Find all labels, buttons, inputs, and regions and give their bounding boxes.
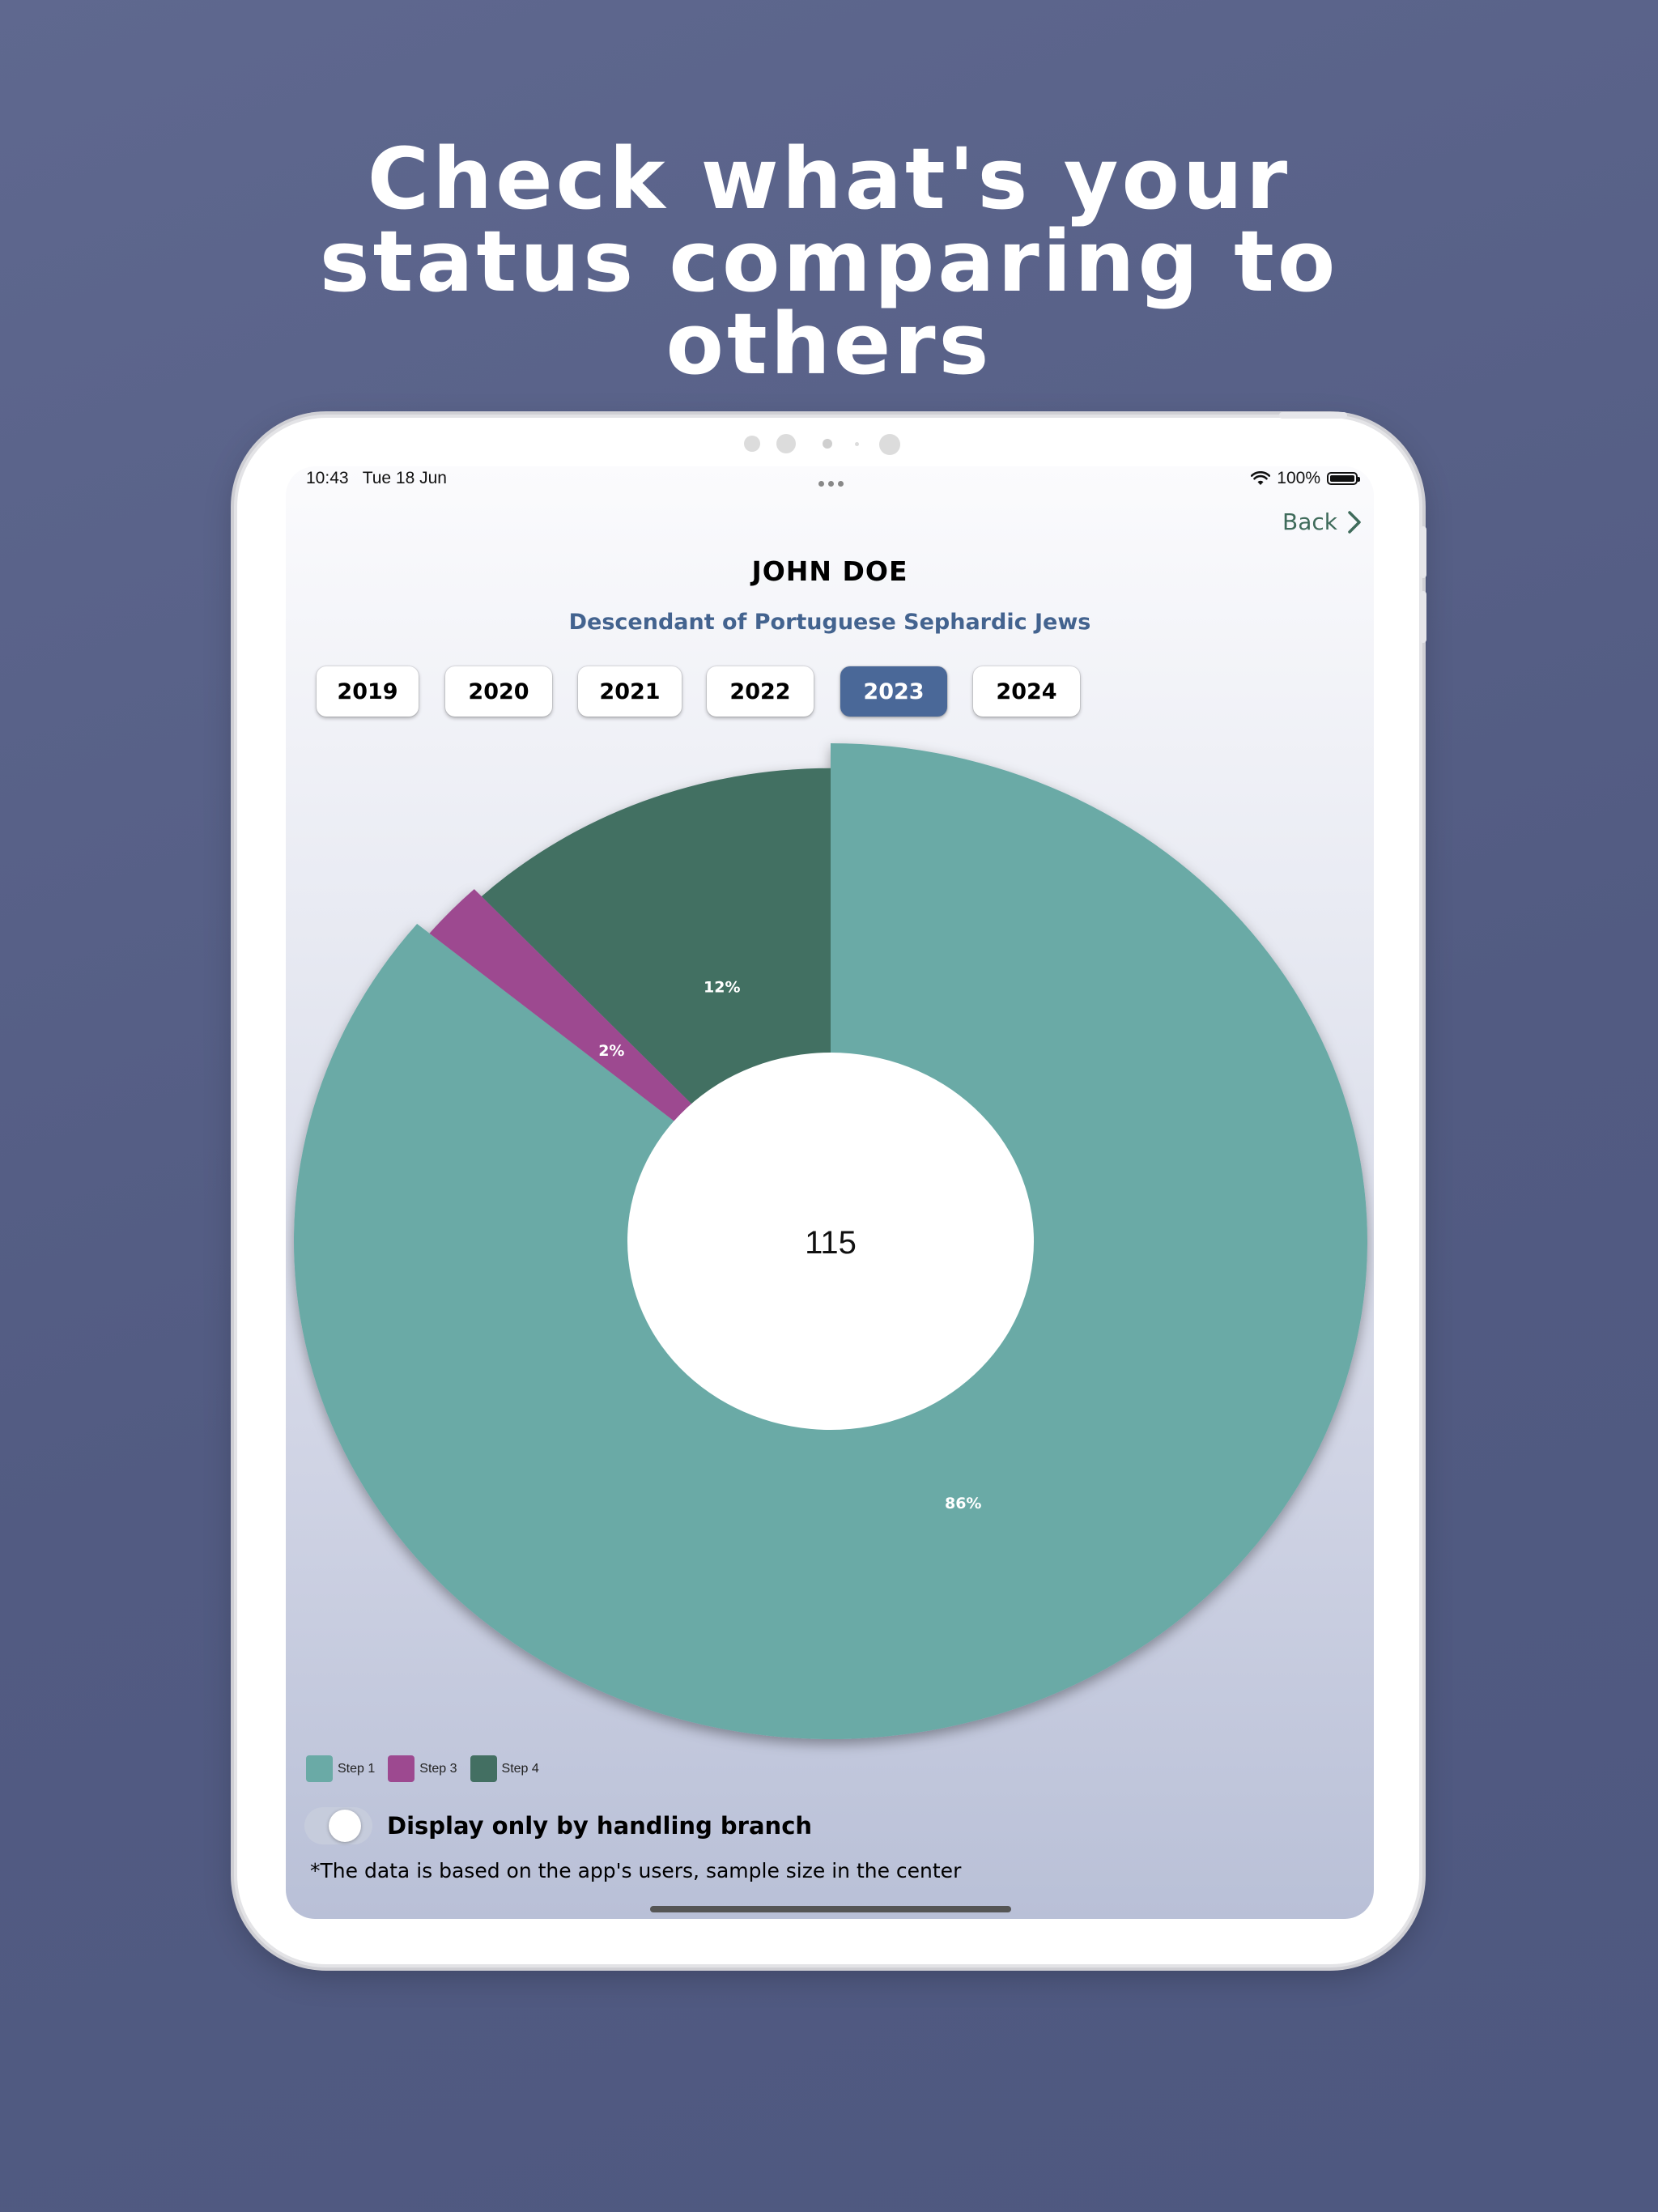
donut-center [627, 1053, 1034, 1430]
legend-swatch [306, 1755, 333, 1782]
camera-sensors [0, 434, 1658, 455]
year-button-2019[interactable]: 2019 [317, 666, 419, 717]
year-button-2021[interactable]: 2021 [578, 666, 682, 717]
slice-label-step-3: 2% [598, 1042, 624, 1060]
headline: Check what's your status comparing to ot… [0, 130, 1658, 393]
branch-toggle-row: Display only by handling branch [304, 1807, 812, 1844]
toggle-knob [329, 1810, 361, 1842]
volume-down-button [1420, 591, 1426, 643]
headline-line-3: others [665, 295, 993, 393]
legend-label: Step 1 [338, 1761, 376, 1776]
top-button [1279, 412, 1347, 419]
legend-label: Step 3 [419, 1761, 457, 1776]
branch-toggle[interactable] [304, 1807, 372, 1844]
battery-icon [1327, 472, 1360, 485]
legend-label: Step 4 [501, 1761, 539, 1776]
legend-item-step-3: Step 3 [388, 1755, 457, 1782]
user-name: JOHN DOE [751, 555, 908, 587]
year-button-2022[interactable]: 2022 [707, 666, 814, 717]
app-screen: 10:43 Tue 18 Jun 100% Back JOHN DOE Desc… [286, 466, 1374, 1919]
status-date: Tue 18 Jun [362, 469, 447, 487]
legend-item-step-1: Step 1 [306, 1755, 375, 1782]
wifi-icon [1251, 471, 1271, 485]
slice-label-step-1: 86% [945, 1495, 981, 1512]
volume-up-button [1420, 526, 1426, 578]
chart-legend: Step 1 Step 3 Step 4 [306, 1755, 544, 1782]
user-description: Descendant of Portuguese Sephardic Jews [568, 610, 1091, 635]
headline-line-1: Check what's your [367, 130, 1291, 228]
data-footnote: *The data is based on the app's users, s… [310, 1859, 962, 1882]
legend-swatch [388, 1755, 415, 1782]
slice-label-step-4: 12% [704, 979, 740, 997]
status-bar-right: 100% [1251, 466, 1360, 491]
year-button-2024[interactable]: 2024 [973, 666, 1080, 717]
battery-percent: 100% [1277, 469, 1320, 487]
year-button-2020[interactable]: 2020 [445, 666, 552, 717]
year-button-2023[interactable]: 2023 [840, 666, 947, 717]
legend-item-step-4: Step 4 [470, 1755, 539, 1782]
chevron-right-icon [1348, 510, 1361, 534]
branch-toggle-label: Display only by handling branch [387, 1812, 813, 1840]
back-button[interactable]: Back [1282, 508, 1362, 535]
status-bar-left: 10:43 Tue 18 Jun [306, 466, 447, 491]
back-label: Back [1282, 508, 1337, 535]
headline-line-2: status comparing to [319, 212, 1339, 311]
status-time: 10:43 [306, 469, 349, 487]
multitasking-dots-icon[interactable] [818, 474, 848, 490]
legend-swatch [470, 1755, 497, 1782]
home-indicator[interactable] [650, 1906, 1011, 1912]
sample-size-value: 115 [805, 1225, 857, 1261]
donut-chart[interactable]: 86% 2% 12% 115 [286, 466, 1374, 1762]
